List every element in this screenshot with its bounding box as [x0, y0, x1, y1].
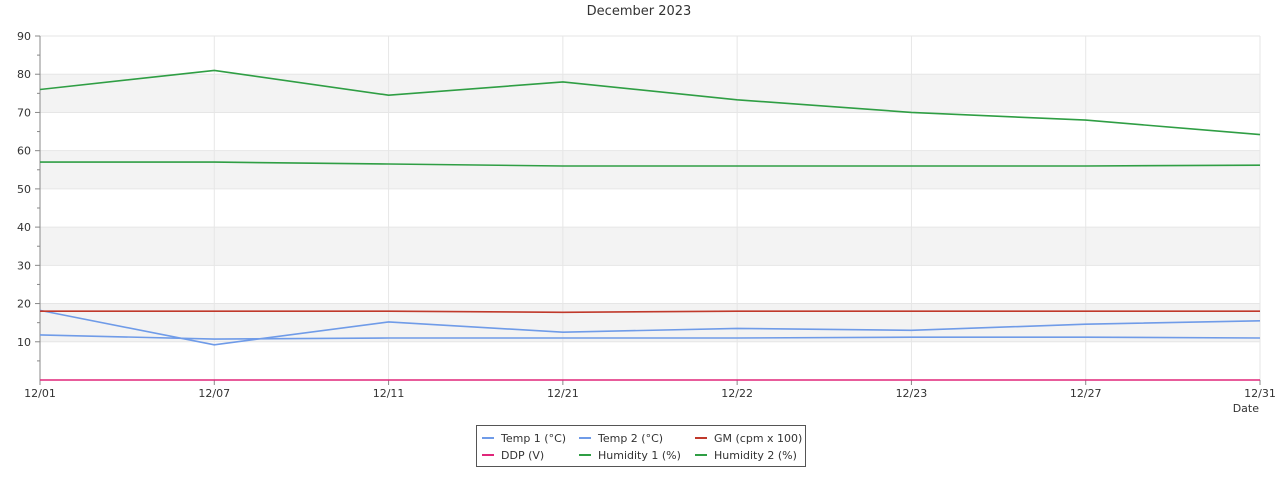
- series-line: [39, 309, 1261, 346]
- x-tick-label: 12/21: [547, 387, 579, 400]
- legend: Temp 1 (°C) Temp 2 (°C) GM (cpm x 100) DDP …: [476, 425, 806, 467]
- series-lines: [39, 69, 1261, 381]
- x-tick-label: 12/01: [24, 387, 56, 400]
- x-tick-label: 12/11: [373, 387, 405, 400]
- legend-box: [476, 425, 806, 467]
- legend-label: DDP (V): [501, 449, 544, 462]
- chart-title: December 2023: [587, 4, 692, 19]
- legend-label: Humidity 1 (%): [598, 449, 681, 462]
- y-tick-label: 70: [17, 106, 31, 119]
- series-line: [40, 161, 1261, 167]
- plot-band: [40, 303, 1260, 342]
- plot-background: [40, 74, 1260, 342]
- x-tick-label: 12/23: [896, 387, 928, 400]
- y-tick-label: 30: [17, 259, 31, 272]
- plot-band: [40, 227, 1260, 266]
- y-tick-label: 10: [17, 336, 31, 349]
- series-line: [40, 310, 1260, 314]
- series-line: [39, 69, 1261, 136]
- x-tick-label: 12/07: [198, 387, 230, 400]
- y-tick-label: 50: [17, 183, 31, 196]
- y-tick-label: 20: [17, 298, 31, 311]
- x-tick-label: 12/27: [1070, 387, 1102, 400]
- grid: [39, 35, 1261, 380]
- plot-band: [40, 150, 1260, 189]
- legend-label: Temp 1 (°C): [500, 432, 566, 445]
- series-line: [39, 334, 1261, 340]
- x-tick-label: 12/31: [1244, 387, 1276, 400]
- legend-label: GM (cpm x 100): [714, 432, 802, 445]
- y-tick-label: 60: [17, 145, 31, 158]
- y-tick-label: 90: [17, 30, 31, 43]
- y-tick-label: 40: [17, 221, 31, 234]
- x-tick-label: 12/22: [721, 387, 753, 400]
- plot-band: [40, 74, 1260, 113]
- y-tick-label: 80: [17, 68, 31, 81]
- legend-label: Temp 2 (°C): [597, 432, 663, 445]
- legend-label: Humidity 2 (%): [714, 449, 797, 462]
- x-axis-title: Date: [1233, 402, 1260, 415]
